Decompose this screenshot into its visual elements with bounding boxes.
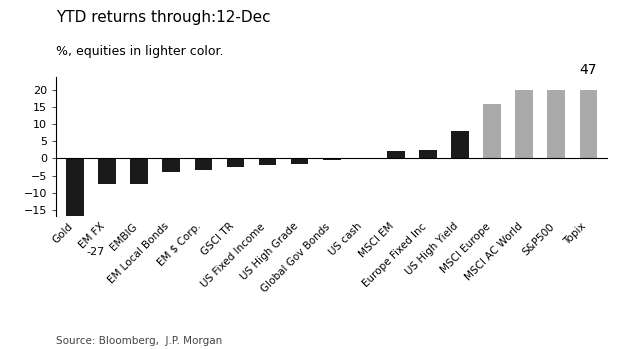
Bar [162,158,180,172]
Bar [259,158,277,165]
Bar [195,158,212,170]
Bar [547,90,565,158]
Bar [387,151,405,158]
Bar [99,158,116,184]
Bar [66,158,84,251]
Bar [451,131,469,158]
Text: Source: Bloomberg,  J.P. Morgan: Source: Bloomberg, J.P. Morgan [56,335,222,346]
Bar [130,158,148,184]
Bar [291,158,308,164]
Bar [515,90,533,158]
Bar [355,158,373,159]
Text: -27: -27 [86,247,105,257]
Bar [580,90,597,158]
Bar [419,150,436,158]
Text: 47: 47 [580,64,597,77]
Text: YTD returns through:12-Dec: YTD returns through:12-Dec [56,10,270,25]
Bar [323,158,340,160]
Text: %, equities in lighter color.: %, equities in lighter color. [56,45,223,58]
Bar [227,158,244,167]
Bar [483,104,501,158]
